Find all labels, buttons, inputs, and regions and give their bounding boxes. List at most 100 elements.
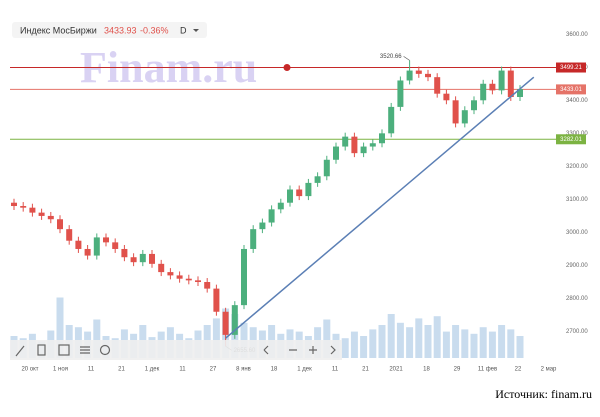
x-tick-label: 1 ноя: [53, 367, 68, 373]
volume-bar: [479, 327, 487, 358]
candle-body: [241, 248, 247, 306]
candle-body: [93, 237, 100, 256]
volume-bar: [350, 331, 358, 358]
candle-body: [20, 206, 27, 208]
x-tick-label: 18: [271, 367, 278, 373]
change: -0.36%: [140, 25, 169, 35]
y-tick-label: 3300.00: [566, 131, 588, 137]
x-tick-label: 1 дек: [145, 367, 160, 373]
candle-body: [185, 278, 192, 281]
y-tick-label: 3000.00: [566, 230, 588, 236]
candle-body: [195, 280, 201, 283]
candle-body: [222, 311, 229, 335]
reset-tool[interactable]: [99, 344, 111, 356]
header-box: [12, 22, 207, 38]
toolbar-icons: [15, 344, 336, 357]
level-label-bg: [556, 134, 586, 145]
level-label: 3433.01: [560, 87, 582, 93]
x-tick-label: 21: [362, 367, 369, 373]
draw-tool[interactable]: [15, 345, 25, 357]
candle-body: [103, 237, 109, 243]
settings-tool[interactable]: [80, 346, 90, 354]
candle-body: [333, 146, 339, 160]
candle-body: [397, 80, 404, 107]
volume-bar: [442, 331, 450, 358]
x-tick-label: 11 фев: [478, 367, 497, 373]
level-label-bg: [556, 62, 586, 73]
volume-bar: [93, 319, 101, 358]
y-tick-label: 3600.00: [566, 32, 588, 38]
add-tool[interactable]: [58, 344, 70, 356]
candle-body: [176, 275, 183, 279]
candle-body: [323, 159, 330, 177]
x-tick-label: 18: [423, 367, 430, 373]
toolbar: [10, 340, 342, 360]
volume-bar: [424, 325, 432, 358]
level-label-bg: [556, 84, 586, 95]
zoom-controls[interactable]: [263, 345, 336, 355]
candle-body: [231, 305, 238, 335]
candle-body: [139, 253, 146, 263]
volume-bar: [323, 319, 331, 358]
volume-bar: [406, 327, 414, 358]
candle-body: [388, 106, 395, 134]
x-tick-label: 2021: [389, 367, 403, 373]
volume-bar: [507, 329, 515, 358]
candle-body: [461, 110, 468, 124]
candle-body: [507, 70, 514, 97]
y-tick-label: 3400.00: [566, 98, 588, 104]
volume-bar: [369, 329, 377, 358]
candle-body: [296, 189, 303, 197]
volume-bar: [433, 316, 441, 358]
volume-bar: [378, 325, 386, 358]
candle-body: [57, 219, 63, 230]
x-tick-label: 1 дек: [297, 367, 312, 373]
candle-body: [250, 229, 257, 249]
candle-body: [287, 189, 293, 203]
instrument-name[interactable]: Индекс МосБиржи: [20, 25, 97, 35]
x-tick-label: 21: [118, 367, 125, 373]
y-tick-label: 2800.00: [566, 296, 588, 302]
candle-body: [47, 215, 54, 220]
layers-tool[interactable]: [37, 344, 46, 356]
candle-body: [305, 182, 312, 197]
candle-body: [425, 73, 431, 78]
candle-body: [434, 77, 441, 94]
candle-body: [11, 202, 17, 207]
volume-bar: [341, 338, 349, 358]
level-handle: [283, 64, 291, 72]
y-tick-label: 3100.00: [566, 197, 588, 203]
volume-bar: [415, 318, 423, 358]
x-tick-label: 29: [454, 367, 461, 373]
annotation-label: 3520.66: [380, 54, 402, 60]
candle-body: [342, 136, 349, 147]
candle-body: [29, 207, 36, 213]
period[interactable]: D: [180, 25, 187, 35]
candle-body: [268, 209, 275, 223]
level-label: 3282.01: [560, 137, 582, 143]
x-tick-label: 20 окт: [21, 367, 38, 373]
volume-bar: [56, 297, 64, 358]
source: Источник: finam.ru: [495, 387, 592, 401]
volume-bar: [396, 322, 404, 358]
x-tick-label: 11: [88, 367, 95, 373]
y-tick-label: 3200.00: [566, 164, 588, 170]
x-tick-label: 22: [515, 367, 522, 373]
dropdown-arrow[interactable]: [193, 29, 199, 32]
volume-bar: [387, 314, 395, 358]
volume-bar: [452, 325, 460, 358]
candle-body: [158, 263, 165, 273]
y-tick-label: 2700.00: [566, 329, 588, 335]
x-tick-label: 27: [210, 367, 217, 373]
candle-body: [517, 89, 523, 97]
candle-body: [38, 212, 45, 216]
candle-body: [351, 136, 358, 154]
x-tick-label: 11: [179, 367, 186, 373]
candle-body: [360, 146, 367, 154]
y-tick-label: 2900.00: [566, 263, 588, 269]
candle-body: [167, 272, 174, 276]
x-tick-label: 11: [332, 367, 339, 373]
candle-body: [130, 257, 137, 263]
candle-body: [84, 248, 91, 256]
